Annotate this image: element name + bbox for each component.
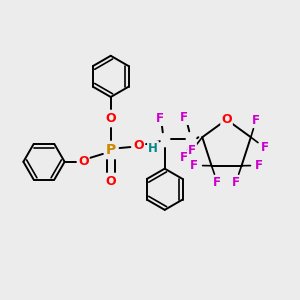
- Text: F: F: [188, 144, 196, 157]
- Text: O: O: [78, 155, 88, 168]
- Text: F: F: [252, 114, 260, 127]
- Text: F: F: [261, 141, 269, 154]
- Text: O: O: [133, 139, 143, 152]
- Text: O: O: [105, 112, 116, 125]
- Text: P: P: [106, 143, 116, 157]
- Text: F: F: [255, 159, 263, 172]
- Text: O: O: [105, 175, 116, 188]
- Text: F: F: [232, 176, 240, 189]
- Text: H: H: [148, 142, 158, 154]
- Text: F: F: [213, 176, 221, 189]
- Text: F: F: [180, 111, 188, 124]
- Text: F: F: [190, 159, 198, 172]
- Text: O: O: [221, 113, 232, 126]
- Text: F: F: [156, 112, 164, 125]
- Text: F: F: [180, 152, 188, 164]
